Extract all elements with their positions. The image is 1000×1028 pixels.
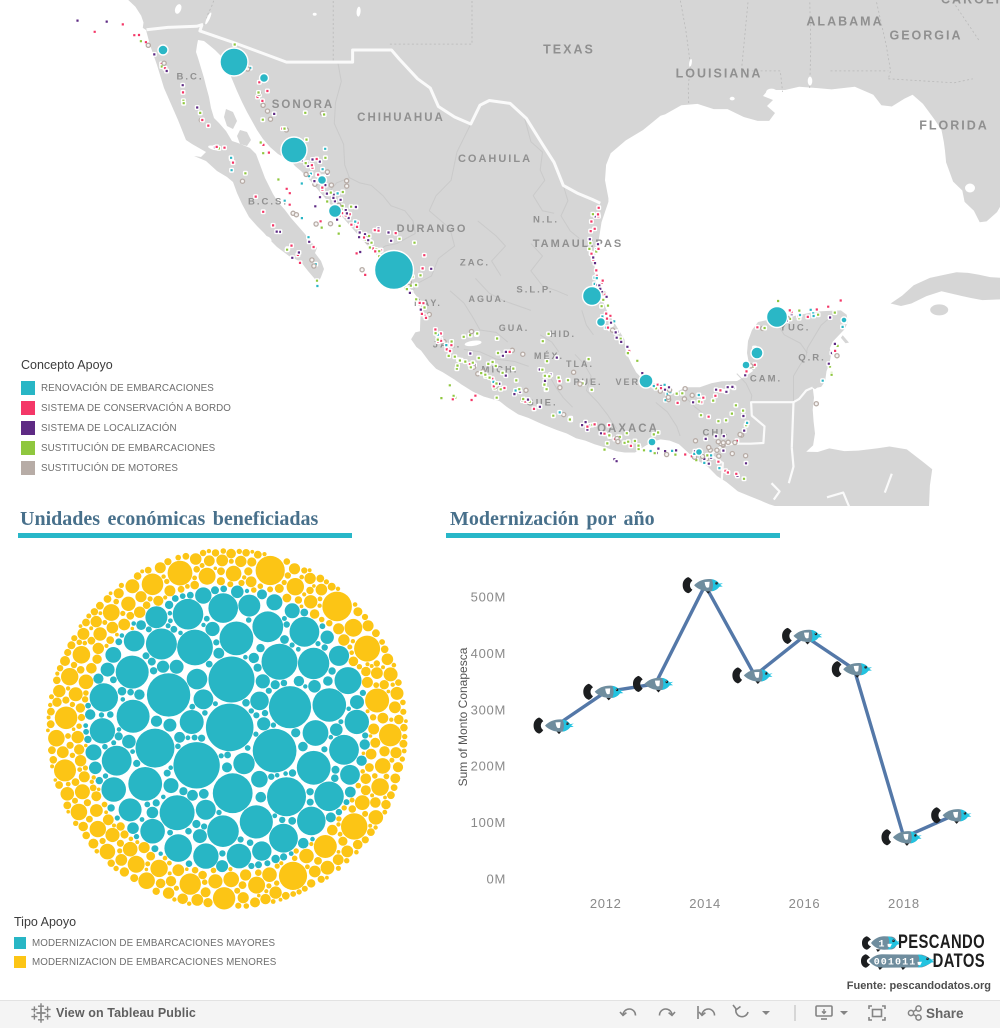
- svg-text:LOUISIANA: LOUISIANA: [676, 67, 763, 81]
- svg-text:GEORGIA: GEORGIA: [889, 29, 962, 43]
- svg-text:2012: 2012: [590, 896, 622, 911]
- svg-text:400M: 400M: [471, 646, 506, 661]
- svg-text:500M: 500M: [471, 590, 506, 605]
- svg-text:B.C.S.: B.C.S.: [248, 196, 288, 207]
- svg-text:TAMAULIPAS: TAMAULIPAS: [533, 238, 623, 250]
- svg-text:CAROLINA: CAROLINA: [941, 0, 1000, 7]
- svg-text:FLORIDA: FLORIDA: [919, 119, 989, 133]
- svg-text:S.L.P.: S.L.P.: [516, 284, 553, 295]
- svg-text:2014: 2014: [689, 896, 721, 911]
- svg-text:TEXAS: TEXAS: [543, 43, 595, 57]
- svg-text:GUA.: GUA.: [499, 323, 530, 333]
- svg-text:001011: 001011: [874, 957, 917, 968]
- svg-text:B.C.: B.C.: [177, 71, 204, 82]
- svg-text:Sum of Monto Conapesca: Sum of Monto Conapesca: [456, 647, 470, 786]
- svg-text:VER.: VER.: [615, 377, 644, 387]
- svg-text:0M: 0M: [487, 872, 506, 887]
- svg-text:100M: 100M: [471, 815, 506, 830]
- svg-text:PUE.: PUE.: [573, 377, 602, 387]
- svg-text:MICH.: MICH.: [482, 364, 519, 375]
- svg-text:HID.: HID.: [550, 329, 576, 339]
- svg-text:SONORA: SONORA: [272, 99, 334, 111]
- svg-text:MÉX.: MÉX.: [534, 351, 564, 361]
- svg-text:COAHUILA: COAHUILA: [458, 153, 532, 165]
- svg-text:CHI.: CHI.: [703, 427, 730, 438]
- svg-text:2016: 2016: [789, 896, 821, 911]
- svg-text:ZAC.: ZAC.: [460, 257, 490, 268]
- svg-text:DURANGO: DURANGO: [397, 223, 468, 235]
- svg-text:AGUA.: AGUA.: [469, 294, 508, 304]
- svg-text:NAY.: NAY.: [414, 298, 442, 308]
- svg-text:DATOS: DATOS: [933, 950, 985, 971]
- svg-text:PESCANDO: PESCANDO: [898, 931, 985, 952]
- svg-text:200M: 200M: [471, 759, 506, 774]
- svg-text:TLA.: TLA.: [566, 359, 594, 369]
- svg-text:N.L.: N.L.: [533, 214, 559, 225]
- svg-text:Q.R.: Q.R.: [798, 352, 826, 363]
- svg-text:OAXACA: OAXACA: [597, 423, 659, 435]
- svg-text:ALABAMA: ALABAMA: [806, 15, 883, 29]
- svg-text:CAM.: CAM.: [750, 373, 782, 384]
- svg-text:1: 1: [878, 939, 885, 950]
- svg-text:GUE.: GUE.: [526, 397, 557, 408]
- svg-text:YUC.: YUC.: [780, 322, 811, 333]
- svg-text:CHIHUAHUA: CHIHUAHUA: [357, 112, 445, 124]
- svg-text:300M: 300M: [471, 702, 506, 717]
- svg-text:2018: 2018: [888, 896, 920, 911]
